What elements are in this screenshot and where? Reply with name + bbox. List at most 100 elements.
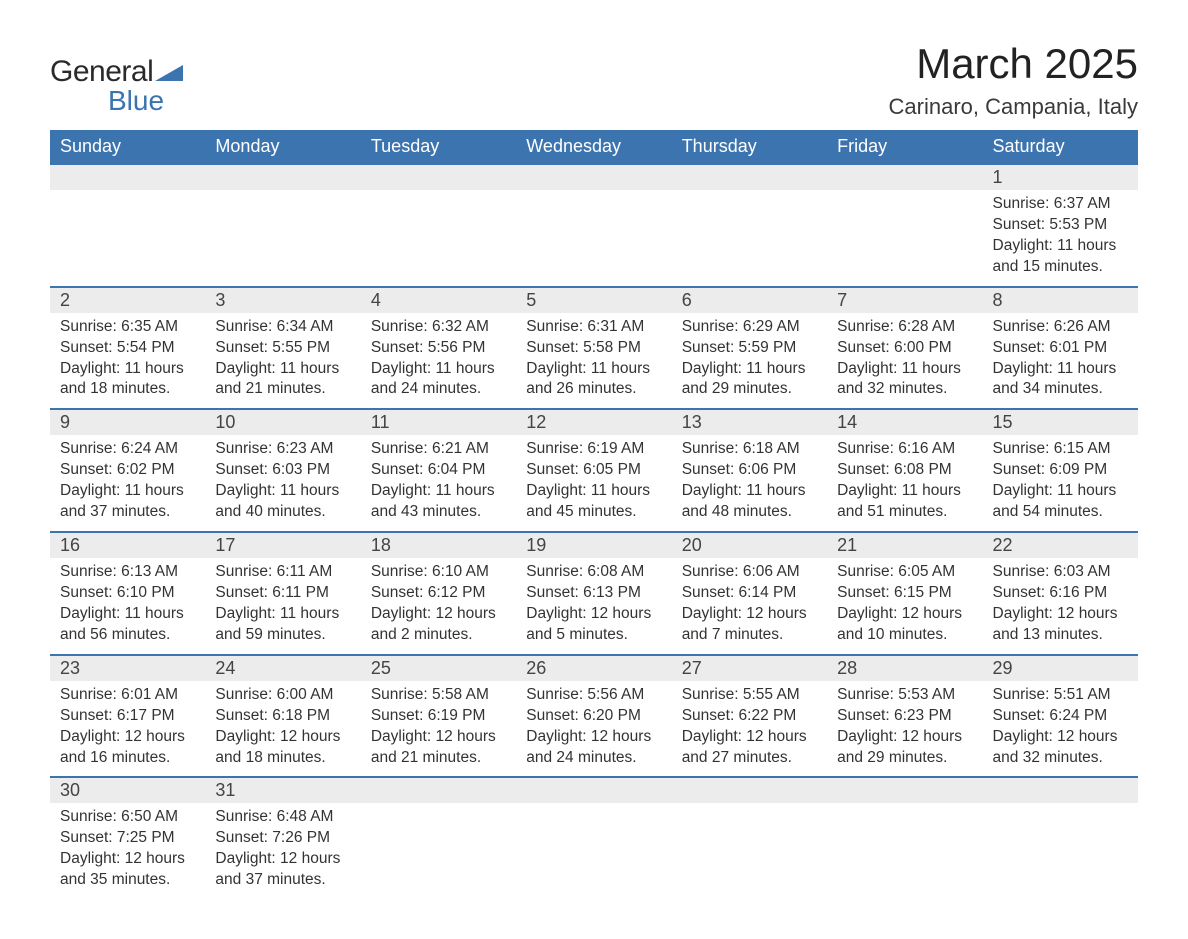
daylight-line: Daylight: 12 hours and 7 minutes. <box>682 604 817 646</box>
sunrise-line: Sunrise: 6:16 AM <box>837 439 972 460</box>
day-details-row: Sunrise: 6:50 AMSunset: 7:25 PMDaylight:… <box>50 803 1138 899</box>
day-number-cell: 13 <box>672 409 827 435</box>
daylight-line: Daylight: 12 hours and 35 minutes. <box>60 849 195 891</box>
daylight-line: Daylight: 11 hours and 21 minutes. <box>215 359 350 401</box>
daylight-line: Daylight: 12 hours and 37 minutes. <box>215 849 350 891</box>
day-details-cell <box>50 190 205 287</box>
day-details-cell: Sunrise: 6:50 AMSunset: 7:25 PMDaylight:… <box>50 803 205 899</box>
day-number-cell <box>983 777 1138 803</box>
daylight-line: Daylight: 12 hours and 21 minutes. <box>371 727 506 769</box>
logo-triangle-icon <box>155 55 183 89</box>
sunrise-line: Sunrise: 5:55 AM <box>682 685 817 706</box>
day-number-cell: 29 <box>983 655 1138 681</box>
daylight-line: Daylight: 12 hours and 24 minutes. <box>526 727 661 769</box>
day-details-cell: Sunrise: 6:01 AMSunset: 6:17 PMDaylight:… <box>50 681 205 778</box>
day-number-cell: 21 <box>827 532 982 558</box>
daylight-line: Daylight: 11 hours and 15 minutes. <box>993 236 1128 278</box>
sunrise-line: Sunrise: 6:00 AM <box>215 685 350 706</box>
sunrise-line: Sunrise: 6:32 AM <box>371 317 506 338</box>
day-number-cell: 8 <box>983 287 1138 313</box>
sunrise-line: Sunrise: 6:24 AM <box>60 439 195 460</box>
weekday-header: Saturday <box>983 130 1138 164</box>
day-number-cell: 4 <box>361 287 516 313</box>
day-details-cell: Sunrise: 6:24 AMSunset: 6:02 PMDaylight:… <box>50 435 205 532</box>
day-number-row: 9101112131415 <box>50 409 1138 435</box>
sunset-line: Sunset: 6:00 PM <box>837 338 972 359</box>
daylight-line: Daylight: 11 hours and 40 minutes. <box>215 481 350 523</box>
day-details-cell <box>205 190 360 287</box>
sunrise-line: Sunrise: 6:06 AM <box>682 562 817 583</box>
day-details-cell: Sunrise: 6:05 AMSunset: 6:15 PMDaylight:… <box>827 558 982 655</box>
sunset-line: Sunset: 6:16 PM <box>993 583 1128 604</box>
day-number-cell: 3 <box>205 287 360 313</box>
daylight-line: Daylight: 11 hours and 48 minutes. <box>682 481 817 523</box>
weekday-header: Friday <box>827 130 982 164</box>
day-number-cell: 20 <box>672 532 827 558</box>
day-details-cell: Sunrise: 6:08 AMSunset: 6:13 PMDaylight:… <box>516 558 671 655</box>
day-number-cell <box>516 164 671 190</box>
sunrise-line: Sunrise: 5:53 AM <box>837 685 972 706</box>
daylight-line: Daylight: 11 hours and 26 minutes. <box>526 359 661 401</box>
day-details-cell: Sunrise: 6:19 AMSunset: 6:05 PMDaylight:… <box>516 435 671 532</box>
day-details-cell: Sunrise: 6:18 AMSunset: 6:06 PMDaylight:… <box>672 435 827 532</box>
day-number-row: 23242526272829 <box>50 655 1138 681</box>
day-details-row: Sunrise: 6:24 AMSunset: 6:02 PMDaylight:… <box>50 435 1138 532</box>
daylight-line: Daylight: 12 hours and 2 minutes. <box>371 604 506 646</box>
sunset-line: Sunset: 6:03 PM <box>215 460 350 481</box>
daylight-line: Daylight: 12 hours and 32 minutes. <box>993 727 1128 769</box>
day-number-cell: 23 <box>50 655 205 681</box>
day-number-cell: 11 <box>361 409 516 435</box>
sunrise-line: Sunrise: 6:26 AM <box>993 317 1128 338</box>
sunset-line: Sunset: 5:56 PM <box>371 338 506 359</box>
day-details-cell <box>361 190 516 287</box>
sunset-line: Sunset: 6:23 PM <box>837 706 972 727</box>
day-number-row: 1 <box>50 164 1138 190</box>
day-details-cell: Sunrise: 6:35 AMSunset: 5:54 PMDaylight:… <box>50 313 205 410</box>
daylight-line: Daylight: 11 hours and 29 minutes. <box>682 359 817 401</box>
sunrise-line: Sunrise: 6:19 AM <box>526 439 661 460</box>
daylight-line: Daylight: 11 hours and 24 minutes. <box>371 359 506 401</box>
sunset-line: Sunset: 6:24 PM <box>993 706 1128 727</box>
daylight-line: Daylight: 12 hours and 27 minutes. <box>682 727 817 769</box>
day-number-cell: 14 <box>827 409 982 435</box>
day-number-cell <box>672 777 827 803</box>
weekday-header: Tuesday <box>361 130 516 164</box>
day-number-cell: 17 <box>205 532 360 558</box>
sunrise-line: Sunrise: 6:05 AM <box>837 562 972 583</box>
day-number-cell: 31 <box>205 777 360 803</box>
sunrise-line: Sunrise: 6:03 AM <box>993 562 1128 583</box>
daylight-line: Daylight: 12 hours and 18 minutes. <box>215 727 350 769</box>
day-details-cell: Sunrise: 6:16 AMSunset: 6:08 PMDaylight:… <box>827 435 982 532</box>
sunset-line: Sunset: 6:04 PM <box>371 460 506 481</box>
sunrise-line: Sunrise: 6:48 AM <box>215 807 350 828</box>
sunset-line: Sunset: 6:12 PM <box>371 583 506 604</box>
sunrise-line: Sunrise: 6:13 AM <box>60 562 195 583</box>
daylight-line: Daylight: 11 hours and 37 minutes. <box>60 481 195 523</box>
day-details-row: Sunrise: 6:37 AMSunset: 5:53 PMDaylight:… <box>50 190 1138 287</box>
day-number-cell: 30 <box>50 777 205 803</box>
sunset-line: Sunset: 6:13 PM <box>526 583 661 604</box>
day-details-cell: Sunrise: 6:48 AMSunset: 7:26 PMDaylight:… <box>205 803 360 899</box>
sunset-line: Sunset: 6:17 PM <box>60 706 195 727</box>
day-details-cell: Sunrise: 6:10 AMSunset: 6:12 PMDaylight:… <box>361 558 516 655</box>
day-number-row: 16171819202122 <box>50 532 1138 558</box>
day-number-cell: 5 <box>516 287 671 313</box>
calendar-table: SundayMondayTuesdayWednesdayThursdayFrid… <box>50 130 1138 899</box>
day-number-cell: 19 <box>516 532 671 558</box>
sunset-line: Sunset: 5:58 PM <box>526 338 661 359</box>
day-details-cell: Sunrise: 5:58 AMSunset: 6:19 PMDaylight:… <box>361 681 516 778</box>
sunrise-line: Sunrise: 6:08 AM <box>526 562 661 583</box>
day-details-cell: Sunrise: 6:00 AMSunset: 6:18 PMDaylight:… <box>205 681 360 778</box>
day-details-cell: Sunrise: 6:13 AMSunset: 6:10 PMDaylight:… <box>50 558 205 655</box>
day-number-cell: 28 <box>827 655 982 681</box>
day-number-cell: 26 <box>516 655 671 681</box>
sunset-line: Sunset: 5:53 PM <box>993 215 1128 236</box>
day-details-row: Sunrise: 6:13 AMSunset: 6:10 PMDaylight:… <box>50 558 1138 655</box>
sunset-line: Sunset: 6:09 PM <box>993 460 1128 481</box>
day-details-cell: Sunrise: 6:29 AMSunset: 5:59 PMDaylight:… <box>672 313 827 410</box>
day-details-cell <box>516 803 671 899</box>
day-number-cell: 9 <box>50 409 205 435</box>
sunrise-line: Sunrise: 6:01 AM <box>60 685 195 706</box>
day-details-cell: Sunrise: 6:03 AMSunset: 6:16 PMDaylight:… <box>983 558 1138 655</box>
day-number-cell: 10 <box>205 409 360 435</box>
